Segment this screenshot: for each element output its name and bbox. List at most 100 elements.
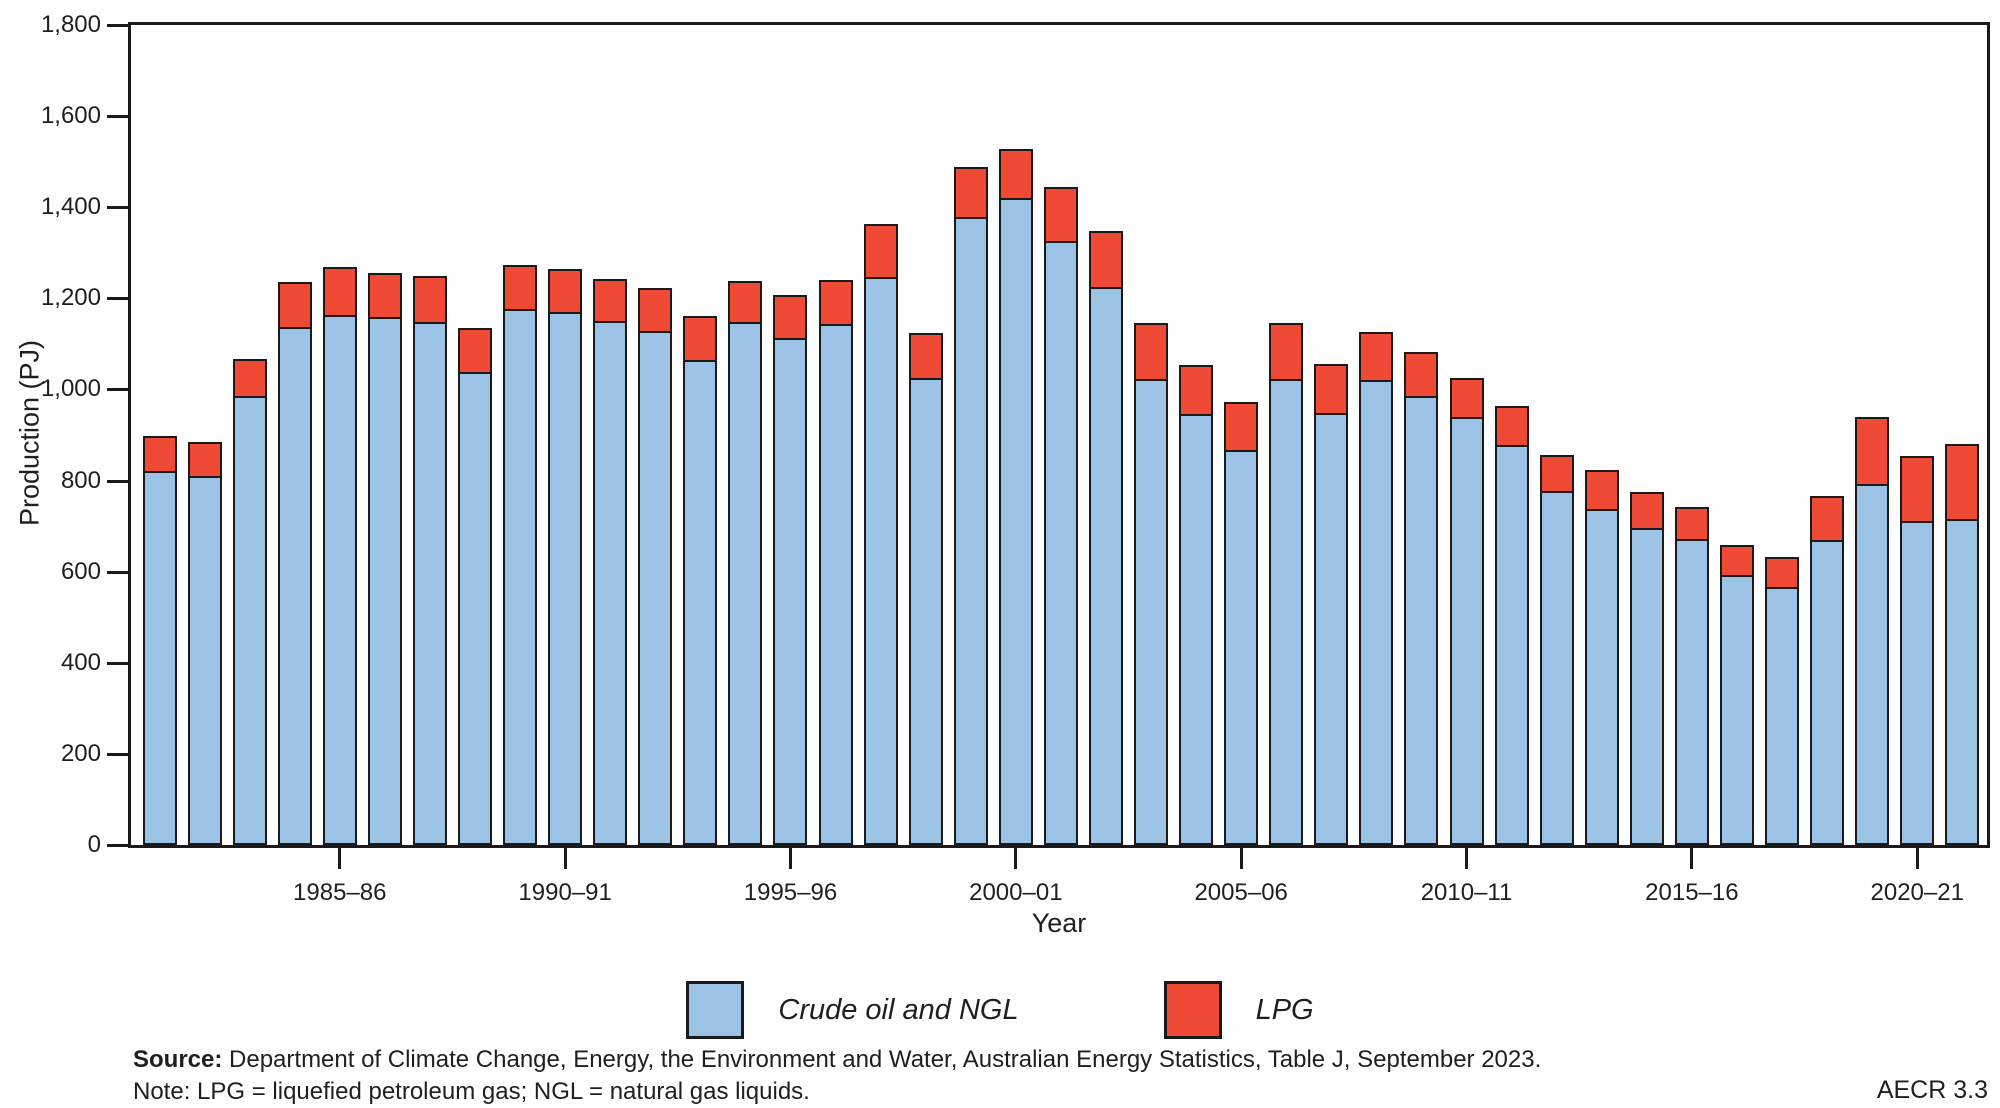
- legend-label-lpg: LPG: [1255, 993, 1314, 1026]
- y-axis-tick: [107, 843, 128, 847]
- bar-lpg-2004–05: [1179, 365, 1214, 416]
- y-axis-tick-label: 0: [87, 831, 101, 858]
- bar-lpg-1983–84: [232, 359, 267, 398]
- y-axis-tick: [107, 296, 128, 300]
- x-axis-tick-label: 1985–86: [293, 879, 387, 906]
- bar-crude-1990–91: [548, 312, 583, 845]
- legend-swatch-crude: [686, 981, 745, 1039]
- source-line: Source: Department of Climate Change, En…: [133, 1044, 1633, 1076]
- bar-lpg-2017–18: [1765, 557, 1800, 589]
- y-axis-tick-label: 200: [60, 740, 101, 767]
- bar-lpg-2019–20: [1855, 417, 1890, 486]
- source-label: Source:: [133, 1046, 223, 1073]
- bar-crude-1986–87: [367, 317, 402, 845]
- bar-lpg-1982–83: [187, 442, 222, 478]
- bar-lpg-2016–17: [1719, 545, 1754, 577]
- x-axis-tick-label: 1995–96: [743, 879, 838, 906]
- y-axis-tick: [107, 205, 128, 209]
- note-line: Note: LPG = liquefied petroleum gas; NGL…: [133, 1078, 810, 1105]
- bar-crude-1991–92: [593, 321, 628, 845]
- x-axis-tick-label: 2000–01: [969, 879, 1063, 906]
- y-axis-tick: [107, 387, 128, 391]
- bar-crude-1989–90: [503, 309, 538, 845]
- bar-lpg-2003–04: [1134, 323, 1169, 381]
- bar-lpg-2014–15: [1629, 492, 1664, 530]
- bar-lpg-2000–01: [998, 149, 1033, 200]
- bar-crude-2008–09: [1359, 380, 1394, 845]
- bar-crude-1982–83: [187, 476, 222, 845]
- bar-crude-2005–06: [1224, 450, 1259, 845]
- legend-swatch-lpg: [1163, 981, 1222, 1039]
- bar-lpg-2001–02: [1043, 187, 1078, 243]
- bar-lpg-1993–94: [683, 316, 718, 362]
- bar-lpg-1992–93: [638, 288, 673, 333]
- y-axis-tick: [107, 570, 128, 574]
- x-axis-tick: [1690, 848, 1694, 869]
- bar-crude-1992–93: [638, 331, 673, 845]
- bar-crude-1995–96: [773, 338, 808, 845]
- bar-lpg-1987–88: [412, 276, 447, 324]
- bar-lpg-1997–98: [863, 224, 898, 279]
- bar-crude-2016–17: [1719, 575, 1754, 845]
- bar-crude-2014–15: [1629, 528, 1664, 845]
- bar-lpg-2015–16: [1674, 507, 1709, 541]
- y-axis-tick: [107, 479, 128, 483]
- y-axis-tick: [107, 752, 128, 756]
- x-axis-tick-label: 2015–16: [1645, 879, 1739, 906]
- bar-lpg-1999–00: [953, 167, 988, 219]
- figure-tag: AECR 3.3: [1876, 1076, 1988, 1104]
- x-axis-tick: [563, 848, 567, 869]
- x-axis-tick-label: 2020–21: [1870, 879, 1964, 906]
- bar-crude-1993–94: [683, 360, 718, 845]
- source-note-block: Source: Department of Climate Change, En…: [133, 1044, 1633, 1108]
- y-axis-tick: [107, 23, 128, 27]
- bar-lpg-1989–90: [503, 265, 538, 311]
- x-axis-tick: [338, 848, 342, 869]
- y-axis-tick-label: 1,000: [40, 375, 101, 402]
- bar-lpg-2002–03: [1088, 231, 1123, 289]
- bar-crude-2003–04: [1134, 379, 1169, 845]
- bar-lpg-1988–89: [457, 328, 492, 374]
- bar-crude-1999–00: [953, 217, 988, 845]
- y-axis-tick-label: 1,600: [40, 102, 101, 129]
- x-axis-tick-label: 2010–11: [1420, 879, 1513, 906]
- x-axis-tick: [1465, 848, 1469, 869]
- bar-lpg-1984–85: [277, 282, 312, 329]
- bar-lpg-2020–21: [1900, 456, 1935, 523]
- source-text: Department of Climate Change, Energy, th…: [222, 1046, 1542, 1073]
- bar-lpg-2006–07: [1269, 323, 1304, 381]
- bar-crude-1996–97: [818, 324, 853, 845]
- x-axis-tick: [1239, 848, 1243, 869]
- bar-crude-2011–12: [1494, 445, 1529, 845]
- bar-crude-2004–05: [1179, 414, 1214, 845]
- x-axis-tick: [1014, 848, 1018, 869]
- bar-crude-1994–95: [728, 322, 763, 845]
- bar-crude-2012–13: [1539, 491, 1574, 845]
- x-axis-tick: [788, 848, 792, 869]
- bar-lpg-2021–22: [1945, 444, 1980, 521]
- bar-crude-2001–02: [1043, 241, 1078, 845]
- bar-crude-1983–84: [232, 396, 267, 845]
- bar-crude-1998–99: [908, 378, 943, 845]
- y-axis-tick-label: 1,200: [40, 284, 101, 311]
- y-axis-tick-label: 1,400: [40, 193, 101, 220]
- x-axis-tick-label: 1990–91: [518, 879, 612, 906]
- bar-lpg-1995–96: [773, 295, 808, 340]
- bar-crude-2021–22: [1945, 519, 1980, 845]
- bar-crude-2017–18: [1765, 587, 1800, 845]
- bar-lpg-1990–91: [548, 269, 583, 314]
- bar-crude-2002–03: [1088, 287, 1123, 845]
- y-axis-tick-label: 600: [60, 558, 101, 585]
- bar-crude-1984–85: [277, 327, 312, 845]
- chart-legend: Crude oil and NGL LPG: [0, 981, 2000, 1039]
- y-axis-tick: [107, 661, 128, 665]
- bar-crude-1985–86: [322, 315, 357, 845]
- bar-crude-2010–11: [1449, 417, 1484, 845]
- bar-lpg-2007–08: [1314, 364, 1349, 415]
- bar-lpg-1981–82: [142, 436, 177, 473]
- bar-crude-1981–82: [142, 471, 177, 845]
- bar-lpg-1986–87: [367, 273, 402, 319]
- x-axis-title: Year: [1031, 908, 1087, 938]
- bar-crude-2006–07: [1269, 379, 1304, 845]
